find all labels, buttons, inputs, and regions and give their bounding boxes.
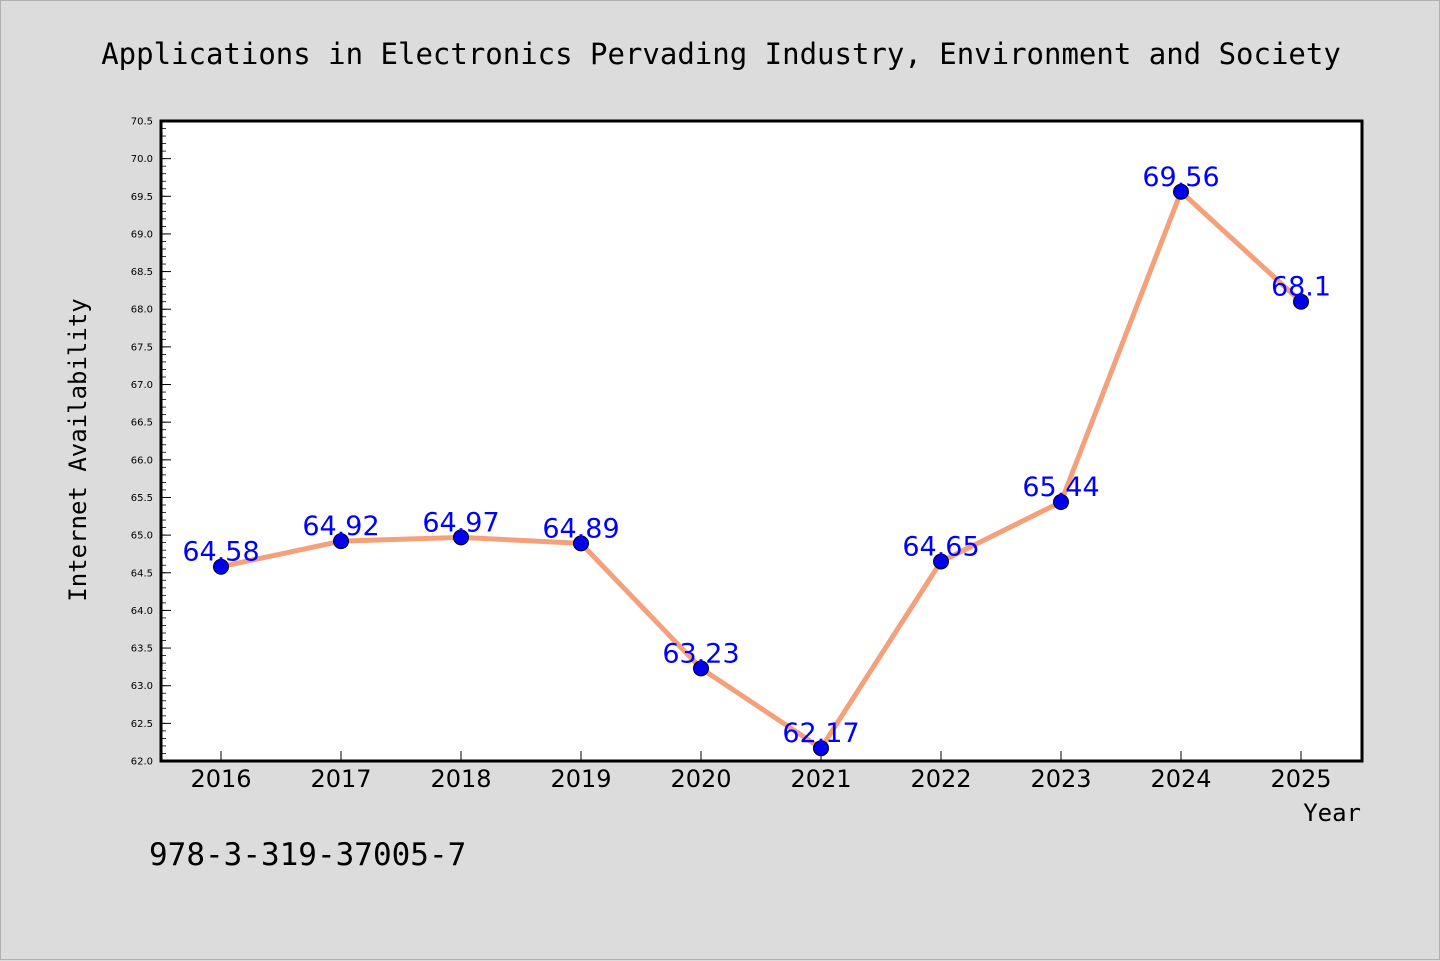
data-label: 64.89 [542,513,619,544]
data-labels: 64.58 64.92 64.97 64.89 63.23 62.17 64.65 65.44… [182,162,1331,749]
data-label: 64.92 [302,511,379,542]
data-point [693,660,709,677]
data-label: 69.56 [1142,162,1219,193]
data-point [1293,293,1309,310]
x-tick-label: 2019 [550,765,611,793]
data-point [213,558,229,575]
y-tick-label: 62.5 [131,719,153,730]
x-tick-label: 2022 [910,765,971,793]
data-label: 65.44 [1022,472,1099,503]
data-label: 63.23 [662,638,739,669]
x-tick-label: 2020 [670,765,731,793]
y-tick-label: 69.0 [131,229,153,240]
y-tick-label: 67.5 [131,342,153,353]
x-tick-label: 2023 [1030,765,1091,793]
y-tick-label: 63.5 [131,644,153,655]
data-point [1173,183,1189,200]
y-tick-label: 70.5 [131,117,153,128]
y-tick-label: 66.5 [131,418,153,429]
isbn-text: 978-3-319-37005-7 [149,837,466,873]
series-line-group [213,183,1309,757]
data-point [573,535,589,552]
y-tick-label: 68.0 [131,305,153,316]
data-point [453,529,469,546]
x-tick-label: 2021 [790,765,851,793]
y-tick-label: 68.5 [131,267,153,278]
data-label: 64.97 [422,507,499,538]
x-tick-label: 2024 [1150,765,1211,793]
x-axis-label: Year [1303,799,1361,827]
chart-title: Applications in Electronics Pervading In… [101,37,1341,71]
y-tick-label: 65.5 [131,493,153,504]
y-tick-label: 64.0 [131,606,153,617]
series-line [218,189,1304,751]
data-label: 62.17 [782,718,859,749]
data-label: 68.1 [1271,272,1331,303]
data-point [933,553,949,570]
data-label: 64.65 [902,531,979,562]
y-tick-label: 67.0 [131,380,153,391]
y-axis-label: Internet Availability [64,298,92,601]
x-tick-label: 2016 [190,765,251,793]
y-tick-label: 66.0 [131,455,153,466]
y-tick-label: 62.0 [131,757,153,768]
x-tick-label: 2018 [430,765,491,793]
plot-area [159,119,1364,763]
data-label: 64.58 [182,537,259,568]
y-axis: 62.0 62.5 63.0 63.5 64.0 64.5 65.0 65.5 66.0 66.5… [131,117,171,768]
y-tick-label: 64.5 [131,568,153,579]
x-axis: 2016 2017 2018 2019 2020 2021 2022 2023 2024 2025 [190,751,1332,793]
y-tick-label: 70.0 [131,154,153,165]
x-tick-label: 2017 [310,765,371,793]
data-point [813,740,829,757]
data-point [1053,493,1069,510]
y-tick-label: 63.0 [131,681,153,692]
y-tick-label: 65.0 [131,531,153,542]
x-tick-label: 2025 [1270,765,1331,793]
y-tick-label: 69.5 [131,192,153,203]
data-point [333,533,349,550]
